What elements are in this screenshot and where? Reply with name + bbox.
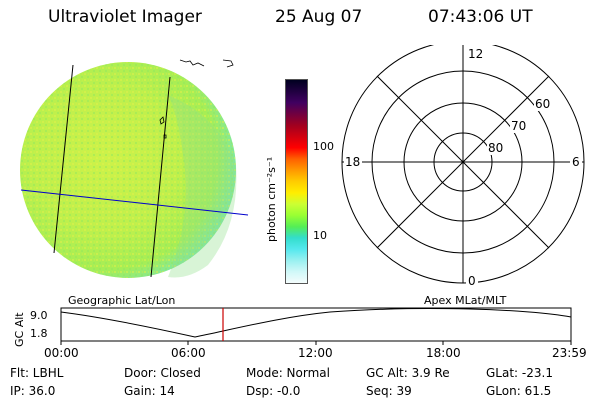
instrument-title: Ultraviolet Imager [48, 7, 202, 27]
mlat-label-80: 80 [488, 141, 503, 155]
seq-info: Seq: 39 [366, 384, 412, 398]
glat-info: GLat: -23.1 [486, 366, 553, 380]
date-label: 25 Aug 07 [275, 7, 363, 27]
xtick-1200: 12:00 [298, 346, 333, 360]
mlt-label-6: 6 [572, 155, 580, 169]
svg-text:photon cm⁻²s⁻¹: photon cm⁻²s⁻¹ [265, 157, 278, 242]
dsp-info: Dsp: -0.0 [246, 384, 301, 398]
xtick-1800: 18:00 [426, 346, 461, 360]
xtick-0600: 06:00 [171, 346, 206, 360]
mlt-label-18: 18 [345, 155, 360, 169]
colorbar-tick-100: 100 [313, 140, 334, 153]
ip-info: IP: 36.0 [10, 384, 56, 398]
colorbar-label: photon cm⁻²s⁻¹ [265, 157, 278, 242]
colorbar [285, 79, 308, 284]
door-info: Door: Closed [124, 366, 201, 380]
mlat-label-60: 60 [535, 97, 550, 111]
xtick-0000: 00:00 [44, 346, 79, 360]
apex-caption: Apex MLat/MLT [424, 294, 507, 307]
mlt-label-0: 0 [468, 274, 476, 288]
xtick-2359: 23:59 [552, 346, 587, 360]
parallel-line [20, 189, 249, 216]
geographic-caption: Geographic Lat/Lon [68, 294, 176, 307]
time-label: 07:43:06 UT [428, 7, 533, 27]
meridian-line [53, 64, 74, 254]
filter-info: Flt: LBHL [10, 366, 64, 380]
colorbar-tick-10: 10 [313, 229, 327, 242]
altitude-curve [60, 307, 572, 338]
mode-info: Mode: Normal [246, 366, 330, 380]
earth-image [20, 59, 249, 278]
mlat-label-70: 70 [511, 119, 526, 133]
meridian-line [150, 76, 171, 278]
altitude-plot: GC Alt 9.0 1.8 [13, 307, 572, 347]
glon-info: GLon: 61.5 [486, 384, 552, 398]
gain-info: Gain: 14 [124, 384, 175, 398]
polar-plot: 12 18 6 0 60 70 80 [341, 45, 585, 288]
mlt-label-12: 12 [468, 47, 483, 61]
altitude-ytick-high: 9.0 [30, 309, 48, 322]
gc-alt-info: GC Alt: 3.9 Re [366, 366, 450, 380]
altitude-ytick-low: 1.8 [30, 327, 48, 340]
altitude-axis-label: GC Alt [13, 312, 26, 347]
